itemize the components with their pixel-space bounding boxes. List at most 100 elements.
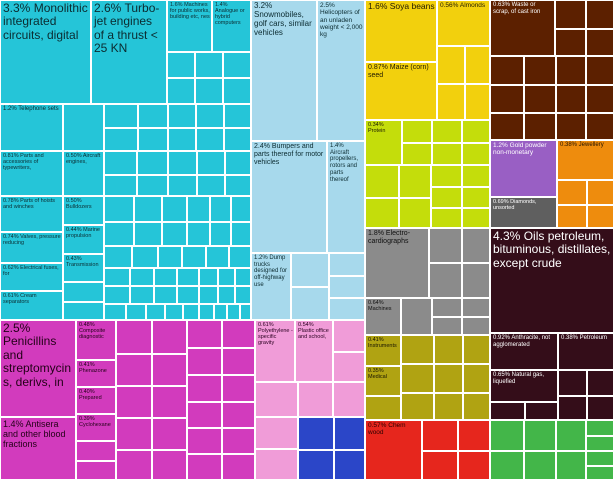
treemap-cell[interactable]: [525, 402, 558, 420]
treemap-cell[interactable]: [134, 222, 162, 246]
treemap-cell[interactable]: [134, 196, 162, 222]
treemap-cell[interactable]: [291, 253, 329, 287]
treemap-cell[interactable]: [154, 286, 177, 304]
treemap-cell[interactable]: [138, 104, 168, 128]
treemap-cell-labeled[interactable]: 0.56% Almonds: [437, 0, 490, 46]
treemap-cell[interactable]: [524, 451, 556, 480]
treemap-cell[interactable]: [334, 417, 365, 450]
treemap-cell[interactable]: [116, 320, 152, 354]
treemap-cell-labeled[interactable]: 0.81% Parts and accessories of typewrite…: [0, 151, 63, 196]
treemap-cell[interactable]: [556, 85, 586, 113]
treemap-cell[interactable]: [187, 222, 210, 246]
treemap-cell[interactable]: [298, 417, 334, 450]
treemap-cell[interactable]: [465, 84, 490, 120]
treemap-cell[interactable]: [524, 56, 556, 85]
treemap-cell[interactable]: [187, 454, 222, 480]
treemap-cell[interactable]: [586, 436, 614, 451]
treemap-cell-labeled[interactable]: 3.3% Monolithic integrated circuits, dig…: [0, 0, 91, 104]
treemap-cell[interactable]: [130, 268, 154, 286]
treemap-cell[interactable]: [210, 196, 231, 222]
treemap-cell-labeled[interactable]: 0.54% Plastic office and school,: [295, 320, 333, 382]
treemap-cell[interactable]: [195, 78, 223, 104]
treemap-cell[interactable]: [152, 450, 187, 480]
treemap-cell[interactable]: [199, 268, 218, 286]
treemap-cell[interactable]: [402, 143, 432, 165]
treemap-cell[interactable]: [255, 417, 298, 449]
treemap-cell[interactable]: [183, 304, 199, 320]
treemap-cell[interactable]: [465, 46, 490, 84]
treemap-cell[interactable]: [224, 128, 251, 151]
treemap-cell[interactable]: [187, 196, 210, 222]
treemap-cell[interactable]: [462, 317, 490, 335]
treemap-cell-labeled[interactable]: 1.6% Machines for public works, building…: [167, 0, 212, 52]
treemap-cell[interactable]: [182, 246, 206, 268]
treemap-cell[interactable]: [432, 298, 462, 317]
treemap-cell[interactable]: [557, 180, 587, 205]
treemap-cell[interactable]: [206, 246, 229, 268]
treemap-cell-labeled[interactable]: 0.34% Protein: [365, 120, 402, 165]
treemap-cell[interactable]: [333, 352, 365, 382]
treemap-cell[interactable]: [399, 165, 431, 198]
treemap-cell[interactable]: [291, 287, 329, 320]
treemap-cell[interactable]: [329, 276, 365, 298]
treemap-cell[interactable]: [197, 175, 225, 196]
treemap-cell[interactable]: [434, 393, 463, 420]
treemap-cell[interactable]: [333, 382, 365, 417]
treemap-cell-labeled[interactable]: 0.92% Anthracite, not agglomerated: [490, 333, 558, 370]
treemap-cell[interactable]: [463, 335, 490, 364]
treemap-cell[interactable]: [104, 196, 134, 222]
treemap-cell-labeled[interactable]: 0.61% Polyethylene - specific gravity: [255, 320, 295, 382]
treemap-cell[interactable]: [76, 441, 116, 461]
treemap-cell[interactable]: [196, 128, 224, 151]
treemap-cell[interactable]: [556, 56, 586, 85]
treemap-cell[interactable]: [401, 335, 434, 364]
treemap-cell[interactable]: [524, 113, 556, 140]
treemap-cell[interactable]: [298, 450, 334, 480]
treemap-cell-labeled[interactable]: 1.2% Gold powder non-monetary: [490, 140, 557, 197]
treemap-cell[interactable]: [104, 151, 137, 175]
treemap-cell[interactable]: [162, 222, 187, 246]
treemap-cell[interactable]: [104, 286, 130, 304]
treemap-cell-labeled[interactable]: 0.38% Jewellery: [557, 140, 614, 180]
treemap-cell[interactable]: [556, 113, 586, 140]
treemap-cell[interactable]: [240, 304, 251, 320]
treemap-cell[interactable]: [587, 396, 614, 420]
treemap-cell[interactable]: [329, 253, 365, 276]
treemap-cell-labeled[interactable]: 0.41% Instruments: [365, 335, 401, 366]
treemap-cell-labeled[interactable]: 1.2% Telephone sets: [0, 104, 63, 151]
treemap-cell[interactable]: [158, 246, 182, 268]
treemap-cell[interactable]: [152, 320, 187, 354]
treemap-cell[interactable]: [458, 451, 490, 480]
treemap-cell[interactable]: [255, 449, 298, 480]
treemap-cell[interactable]: [235, 268, 251, 286]
treemap-cell[interactable]: [490, 420, 524, 451]
treemap-cell[interactable]: [298, 382, 333, 417]
treemap-cell[interactable]: [555, 0, 586, 29]
treemap-cell-labeled[interactable]: 0.61% Cream separators: [0, 291, 63, 320]
treemap-cell-labeled[interactable]: 0.78% Parts of hoists and winches: [0, 196, 63, 232]
treemap-cell-labeled[interactable]: 0.40% Prepared: [76, 387, 116, 414]
treemap-cell[interactable]: [586, 0, 614, 29]
treemap-cell-labeled[interactable]: 0.35% Medical: [365, 366, 401, 396]
treemap-cell[interactable]: [437, 84, 465, 120]
treemap-cell[interactable]: [104, 268, 130, 286]
treemap-cell[interactable]: [434, 335, 463, 364]
treemap-cell[interactable]: [463, 393, 490, 420]
treemap-cell[interactable]: [586, 56, 614, 85]
treemap-cell[interactable]: [227, 304, 240, 320]
treemap-cell[interactable]: [462, 143, 490, 165]
treemap-cell[interactable]: [168, 104, 196, 128]
treemap-cell[interactable]: [422, 420, 458, 451]
treemap-cell[interactable]: [152, 354, 187, 386]
treemap-cell[interactable]: [222, 375, 255, 402]
treemap-cell[interactable]: [116, 386, 152, 418]
treemap-cell[interactable]: [222, 428, 255, 454]
treemap-cell[interactable]: [225, 175, 251, 196]
treemap-cell[interactable]: [223, 52, 251, 78]
treemap-cell[interactable]: [154, 268, 177, 286]
treemap-cell[interactable]: [104, 104, 138, 128]
treemap-cell[interactable]: [195, 52, 223, 78]
treemap-cell[interactable]: [458, 420, 490, 451]
treemap-cell[interactable]: [432, 143, 462, 165]
treemap-cell[interactable]: [63, 282, 104, 302]
